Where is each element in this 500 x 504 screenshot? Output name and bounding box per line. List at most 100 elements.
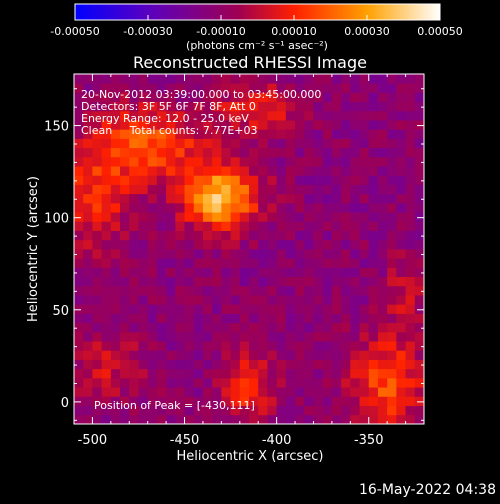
heatmap-cell bbox=[147, 322, 158, 333]
heatmap-cell bbox=[350, 110, 360, 121]
heatmap-cell bbox=[359, 83, 370, 93]
heatmap-cell bbox=[92, 83, 103, 93]
heatmap-cell bbox=[239, 387, 250, 397]
heatmap-cell bbox=[405, 414, 416, 424]
heatmap-cell bbox=[313, 166, 324, 176]
heatmap-cell bbox=[147, 387, 158, 397]
heatmap-cell bbox=[83, 396, 93, 406]
heatmap-cell bbox=[175, 322, 185, 333]
heatmap-cell bbox=[166, 258, 176, 268]
heatmap-cell bbox=[175, 341, 185, 351]
heatmap-cell bbox=[313, 331, 324, 342]
heatmap-cell bbox=[267, 359, 278, 370]
heatmap-cell bbox=[92, 239, 103, 250]
heatmap-cell bbox=[129, 322, 139, 333]
heatmap-cell bbox=[175, 92, 185, 103]
heatmap-cell bbox=[166, 129, 176, 139]
heatmap-cell bbox=[350, 212, 360, 222]
heatmap-cell bbox=[239, 295, 250, 305]
heatmap-cell bbox=[267, 166, 278, 176]
heatmap-cell bbox=[83, 120, 93, 130]
heatmap-cell bbox=[120, 101, 130, 112]
heatmap-cell bbox=[313, 120, 324, 130]
heatmap-cell bbox=[396, 267, 406, 278]
heatmap-cell bbox=[101, 212, 112, 222]
heatmap-cell bbox=[341, 83, 351, 93]
heatmap-cell bbox=[396, 396, 406, 406]
heatmap-cell bbox=[405, 341, 416, 351]
heatmap-cell bbox=[101, 147, 112, 158]
heatmap-cell bbox=[258, 387, 268, 397]
heatmap-cell bbox=[110, 331, 121, 342]
heatmap-cell bbox=[239, 350, 250, 360]
heatmap-cell bbox=[120, 120, 130, 130]
heatmap-cell bbox=[249, 101, 259, 112]
heatmap-cell bbox=[147, 258, 158, 268]
heatmap-image bbox=[74, 74, 424, 424]
heatmap-cell bbox=[368, 249, 379, 259]
heatmap-cell bbox=[166, 101, 176, 112]
heatmap-cell bbox=[322, 92, 333, 103]
heatmap-cell bbox=[184, 147, 195, 158]
heatmap-cell bbox=[285, 387, 296, 397]
heatmap-cell bbox=[258, 405, 268, 416]
heatmap-cell bbox=[285, 129, 296, 139]
heatmap-cell bbox=[359, 212, 370, 222]
heatmap-cell bbox=[258, 147, 268, 158]
plot-frame bbox=[73, 73, 425, 425]
heatmap-cell bbox=[331, 92, 342, 103]
heatmap-cell bbox=[101, 359, 112, 370]
heatmap-cell bbox=[129, 341, 139, 351]
heatmap-cell bbox=[74, 313, 84, 324]
heatmap-cell bbox=[285, 212, 296, 222]
heatmap-cell bbox=[83, 359, 93, 370]
heatmap-cell bbox=[221, 138, 231, 149]
heatmap-cell bbox=[166, 120, 176, 130]
heatmap-cell bbox=[359, 295, 370, 305]
heatmap-cell bbox=[359, 221, 370, 231]
heatmap-cell bbox=[295, 387, 305, 397]
heatmap-cell bbox=[276, 156, 287, 167]
heatmap-cell bbox=[405, 313, 416, 324]
heatmap-cell bbox=[101, 377, 112, 388]
heatmap-cell bbox=[405, 129, 416, 139]
heatmap-cell bbox=[331, 202, 342, 213]
heatmap-cell bbox=[341, 92, 351, 103]
heatmap-cell bbox=[396, 212, 406, 222]
heatmap-cell bbox=[156, 341, 167, 351]
heatmap-cell bbox=[83, 295, 93, 305]
heatmap-cell bbox=[249, 368, 259, 379]
heatmap-cell bbox=[249, 285, 259, 296]
heatmap-cell bbox=[193, 92, 204, 103]
heatmap-cell bbox=[221, 368, 231, 379]
heatmap-cell bbox=[405, 405, 416, 416]
heatmap-cell bbox=[341, 322, 351, 333]
heatmap-cell bbox=[313, 285, 324, 296]
heatmap-cell bbox=[74, 331, 84, 342]
heatmap-cell bbox=[341, 350, 351, 360]
heatmap-cell bbox=[193, 83, 204, 93]
heatmap-cell bbox=[276, 377, 287, 388]
heatmap-cell bbox=[83, 350, 93, 360]
heatmap-cell bbox=[175, 359, 185, 370]
heatmap-cell bbox=[313, 202, 324, 213]
heatmap-cell bbox=[193, 396, 204, 406]
heatmap-cell bbox=[396, 350, 406, 360]
heatmap-cell bbox=[341, 202, 351, 213]
heatmap-cell bbox=[377, 331, 388, 342]
heatmap-cell bbox=[267, 129, 278, 139]
heatmap-cell bbox=[193, 359, 204, 370]
heatmap-cell bbox=[341, 267, 351, 278]
heatmap-cell bbox=[120, 92, 130, 103]
heatmap-cell bbox=[368, 193, 379, 204]
heatmap-cell bbox=[396, 276, 406, 287]
heatmap-cell bbox=[230, 405, 241, 416]
heatmap-cell bbox=[258, 350, 268, 360]
heatmap-cell bbox=[249, 156, 259, 167]
heatmap-cell bbox=[331, 331, 342, 342]
heatmap-cell bbox=[120, 166, 130, 176]
heatmap-cell bbox=[350, 295, 360, 305]
heatmap-cell bbox=[92, 249, 103, 259]
heatmap-cell bbox=[129, 138, 139, 149]
heatmap-cell bbox=[193, 387, 204, 397]
